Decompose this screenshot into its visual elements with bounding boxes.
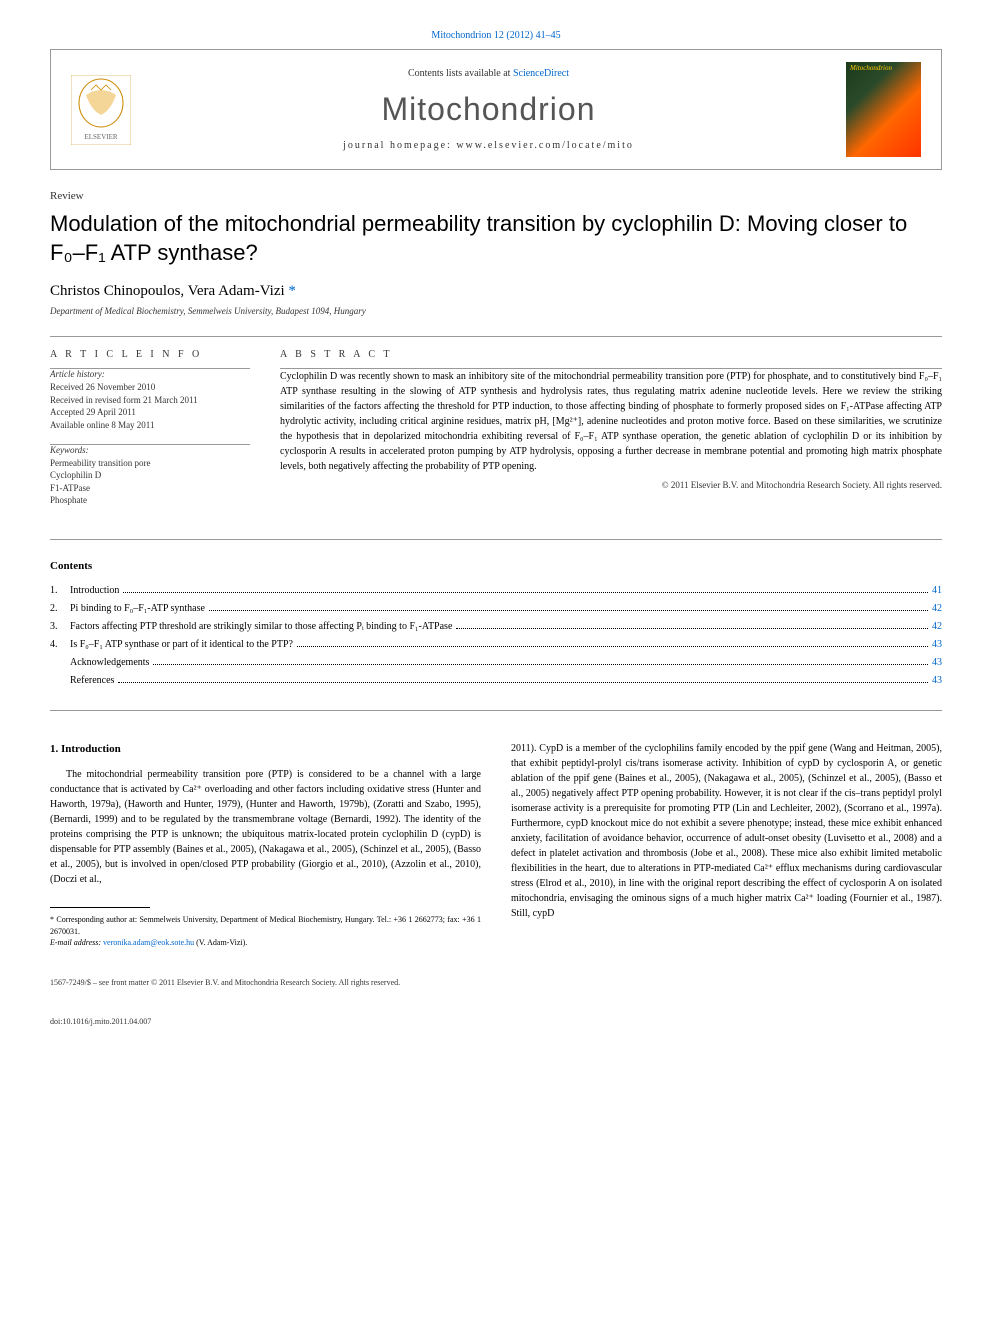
footer-doi: doi:10.1016/j.mito.2011.04.007 <box>50 1017 942 1026</box>
toc-page-link[interactable]: 42 <box>932 600 942 618</box>
abstract-copyright: © 2011 Elsevier B.V. and Mitochondria Re… <box>280 480 942 490</box>
article-info-column: A R T I C L E I N F O Article history: R… <box>50 349 250 519</box>
svg-text:ELSEVIER: ELSEVIER <box>84 133 117 141</box>
body-paragraph: 2011). CypD is a member of the cyclophil… <box>511 741 942 921</box>
toc-row: 3.Factors affecting PTP threshold are st… <box>50 618 942 636</box>
toc-number: 1. <box>50 582 70 600</box>
email-footnote: E-mail address: veronika.adam@eok.sote.h… <box>50 937 481 948</box>
toc-leader-dots <box>123 592 928 593</box>
article-type: Review <box>50 190 942 202</box>
abstract-text: Cyclophilin D was recently shown to mask… <box>280 369 942 474</box>
abstract-heading: A B S T R A C T <box>280 349 942 360</box>
citation-header: Mitochondrion 12 (2012) 41–45 <box>50 30 942 41</box>
sciencedirect-link[interactable]: ScienceDirect <box>513 68 569 79</box>
toc-number: 4. <box>50 636 70 654</box>
divider <box>50 710 942 711</box>
toc-page-link[interactable]: 43 <box>932 672 942 690</box>
toc-page-link[interactable]: 41 <box>932 582 942 600</box>
divider <box>50 539 942 540</box>
toc-leader-dots <box>209 610 928 611</box>
body-column-right: 2011). CypD is a member of the cyclophil… <box>511 741 942 948</box>
abstract-column: A B S T R A C T Cyclophilin D was recent… <box>280 349 942 519</box>
toc-title: Acknowledgements <box>70 654 149 672</box>
article-title: Modulation of the mitochondrial permeabi… <box>50 210 942 267</box>
toc-number: 2. <box>50 600 70 618</box>
footer-copyright: 1567-7249/$ – see front matter © 2011 El… <box>50 978 942 987</box>
body-column-left: 1. Introduction The mitochondrial permea… <box>50 741 481 948</box>
journal-name: Mitochondrion <box>131 91 846 128</box>
toc-row: References 43 <box>50 672 942 690</box>
contents-heading: Contents <box>50 560 942 572</box>
toc-title: Factors affecting PTP threshold are stri… <box>70 618 452 636</box>
toc-title: Pi binding to F₀–F₁-ATP synthase <box>70 600 205 618</box>
toc-page-link[interactable]: 43 <box>932 654 942 672</box>
toc-page-link[interactable]: 42 <box>932 618 942 636</box>
elsevier-logo: ELSEVIER <box>71 75 131 145</box>
corresponding-author-footnote: * Corresponding author at: Semmelweis Un… <box>50 914 481 936</box>
table-of-contents: 1.Introduction412.Pi binding to F₀–F₁-AT… <box>50 582 942 690</box>
toc-number: 3. <box>50 618 70 636</box>
toc-row: 4.Is F₀–F₁ ATP synthase or part of it id… <box>50 636 942 654</box>
toc-row: Acknowledgements 43 <box>50 654 942 672</box>
authors: Christos Chinopoulos, Vera Adam-Vizi * <box>50 283 942 300</box>
journal-cover-thumbnail: Mitochondrion <box>846 62 921 157</box>
corresponding-author-marker: * <box>288 283 296 299</box>
journal-homepage: journal homepage: www.elsevier.com/locat… <box>131 140 846 151</box>
toc-title: Introduction <box>70 582 119 600</box>
author-email-link[interactable]: veronika.adam@eok.sote.hu <box>103 938 194 947</box>
journal-header-box: ELSEVIER Contents lists available at Sci… <box>50 49 942 170</box>
toc-leader-dots <box>297 646 928 647</box>
article-info-heading: A R T I C L E I N F O <box>50 349 250 360</box>
toc-leader-dots <box>456 628 928 629</box>
article-history-label: Article history: <box>50 369 250 379</box>
keywords: Permeability transition pore Cyclophilin… <box>50 457 250 507</box>
footnote-divider <box>50 907 150 908</box>
toc-leader-dots <box>153 664 928 665</box>
toc-row: 2.Pi binding to F₀–F₁-ATP synthase 42 <box>50 600 942 618</box>
affiliation: Department of Medical Biochemistry, Semm… <box>50 306 942 316</box>
body-paragraph: The mitochondrial permeability transitio… <box>50 767 481 887</box>
toc-title: Is F₀–F₁ ATP synthase or part of it iden… <box>70 636 293 654</box>
toc-leader-dots <box>118 682 928 683</box>
toc-page-link[interactable]: 43 <box>932 636 942 654</box>
article-history: Received 26 November 2010 Received in re… <box>50 381 250 431</box>
toc-row: 1.Introduction 41 <box>50 582 942 600</box>
section-heading: 1. Introduction <box>50 741 481 758</box>
divider <box>50 336 942 337</box>
keywords-label: Keywords: <box>50 445 250 455</box>
contents-lists-line: Contents lists available at ScienceDirec… <box>131 68 846 79</box>
toc-title: References <box>70 672 114 690</box>
